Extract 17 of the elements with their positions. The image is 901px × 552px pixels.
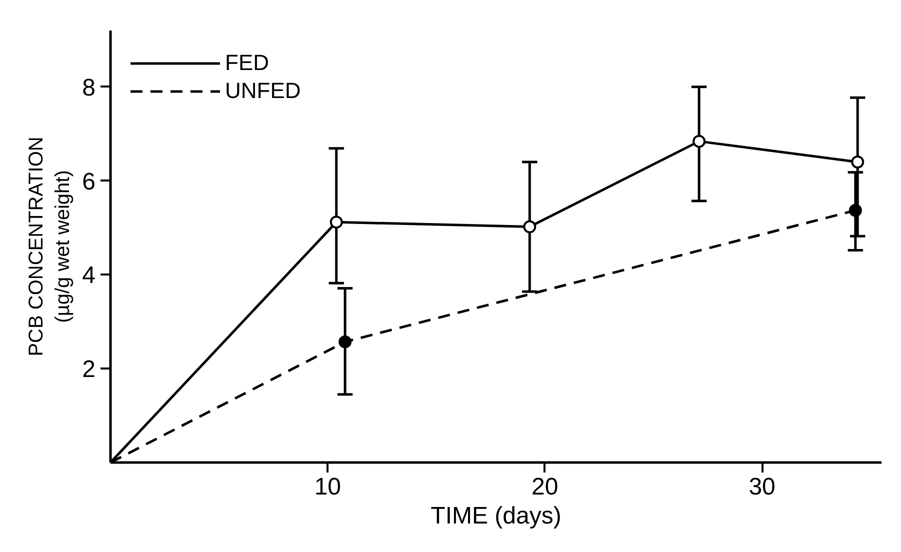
- point: [330, 216, 343, 229]
- x-tick-label: 10: [314, 474, 342, 500]
- x-tick-label: 30: [748, 474, 776, 500]
- y-tick-label: 8: [82, 74, 96, 102]
- y-tick-label: 6: [82, 168, 96, 196]
- x-axis-title: TIME (days): [430, 502, 562, 530]
- point: [851, 155, 864, 168]
- y-axis-title: PCB CONCENTRATION (µg/g wet weight): [26, 136, 74, 356]
- x-tick-label: 20: [532, 474, 558, 500]
- point: [523, 220, 536, 234]
- point: [338, 335, 352, 348]
- y-tick-label: 2: [82, 356, 96, 384]
- legend-label: UNFED: [225, 78, 301, 104]
- legend-label: FED: [225, 50, 269, 76]
- y-tick-label: 4: [82, 262, 96, 290]
- point: [692, 134, 706, 148]
- point: [848, 204, 862, 217]
